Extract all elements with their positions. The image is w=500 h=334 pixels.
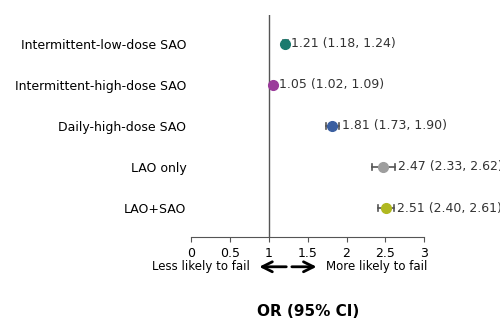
- X-axis label: OR (95% CI): OR (95% CI): [256, 304, 359, 319]
- Text: 2.47 (2.33, 2.62): 2.47 (2.33, 2.62): [398, 161, 500, 173]
- Text: 1.81 (1.73, 1.90): 1.81 (1.73, 1.90): [342, 120, 447, 132]
- Text: 2.51 (2.40, 2.61): 2.51 (2.40, 2.61): [397, 202, 500, 214]
- Text: 1.21 (1.18, 1.24): 1.21 (1.18, 1.24): [290, 37, 396, 50]
- Text: More likely to fail: More likely to fail: [326, 260, 428, 273]
- Text: Less likely to fail: Less likely to fail: [152, 260, 250, 273]
- Text: 1.05 (1.02, 1.09): 1.05 (1.02, 1.09): [279, 78, 384, 91]
